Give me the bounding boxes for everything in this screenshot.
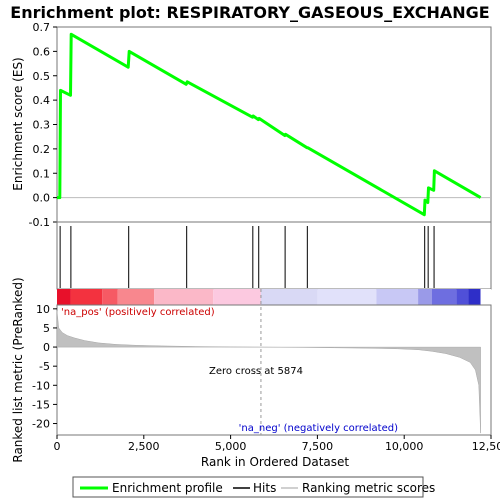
metric-y-tick-label: -20 [32, 418, 50, 431]
legend: Enrichment profile Hits Ranking metric s… [72, 476, 435, 498]
color-band-segment [213, 289, 261, 305]
color-band-segment [57, 289, 71, 305]
x-tick-label: 7,500 [302, 440, 334, 453]
color-band-segment [117, 289, 155, 305]
es-y-axis-label: Enrichment score (ES) [11, 57, 25, 190]
hit-lines [59, 226, 435, 288]
metric-panel: -20 -15 -10 -5 0 5 10 'na_pos' (positively cor… [11, 277, 492, 463]
legend-metric-label: Ranking metric scores [302, 481, 435, 495]
metric-y-tick-label: -10 [32, 379, 50, 392]
chart-title: Enrichment plot: RESPIRATORY_GASEOUS_EXC… [10, 3, 489, 22]
es-y-tick-label: 0.3 [33, 119, 51, 132]
color-band-segment [418, 289, 432, 305]
legend-frame [72, 476, 424, 498]
color-band-segment [102, 289, 118, 305]
x-axis-ticks: 0 2,500 5,000 7,500 10,000 12,500 [54, 435, 500, 453]
es-y-tick-label: 0.4 [33, 94, 51, 107]
color-band-segment [154, 289, 214, 305]
es-y-tick-label: 0.0 [33, 192, 51, 205]
metric-y-tick-label: -5 [39, 360, 50, 373]
hits-panel-frame [56, 221, 492, 290]
x-tick-label: 12,500 [472, 440, 500, 453]
color-band-segment [260, 289, 318, 305]
metric-y-tick-label: -15 [32, 398, 50, 411]
zero-cross-label: Zero cross at 5874 [209, 366, 303, 377]
metric-y-tick-label: 10 [36, 303, 50, 316]
metric-y-tick-label: 0 [43, 341, 50, 354]
es-y-ticks: -0.1 0.0 0.1 0.2 0.3 0.4 0.5 0.6 0.7 [29, 21, 57, 229]
color-band-segment [317, 289, 377, 305]
color-band-segment [468, 289, 481, 305]
metric-y-axis-label: Ranked list metric (PreRanked) [11, 277, 25, 462]
legend-hits-label: Hits [253, 481, 276, 495]
es-panel-frame [56, 26, 492, 223]
legend-enrichment-label: Enrichment profile [112, 481, 223, 495]
es-y-tick-label: -0.1 [29, 216, 50, 229]
color-band-segment [456, 289, 469, 305]
es-y-tick-label: 0.7 [33, 21, 51, 34]
color-band-segment [431, 289, 457, 305]
x-tick-label: 2,500 [128, 440, 160, 453]
metric-y-tick-label: 5 [43, 322, 50, 335]
pos-label: 'na_pos' (positively correlated) [61, 307, 215, 318]
metric-y-ticks: -20 -15 -10 -5 0 5 10 [32, 303, 57, 431]
enrichment-profile-line [57, 32, 482, 217]
metric-panel-frame [56, 304, 492, 436]
ranking-metric-area [56, 310, 481, 434]
x-tick-label: 0 [54, 440, 61, 453]
x-tick-label: 10,000 [385, 440, 424, 453]
es-y-tick-label: 0.1 [33, 167, 51, 180]
color-band-empty [480, 289, 491, 305]
neg-label: 'na_neg' (negatively correlated) [239, 423, 398, 434]
rank-color-band [57, 289, 491, 305]
es-panel: -0.1 0.0 0.1 0.2 0.3 0.4 0.5 0.6 0.7 Enrichment … [11, 21, 492, 229]
es-y-tick-label: 0.6 [33, 45, 51, 58]
color-band-segment [376, 289, 419, 305]
color-band-segment [70, 289, 103, 305]
hits-panel [56, 221, 492, 290]
es-y-tick-label: 0.5 [33, 70, 51, 83]
es-y-tick-label: 0.2 [33, 143, 51, 156]
x-axis-label: Rank in Ordered Dataset [201, 455, 349, 469]
x-tick-label: 5,000 [215, 440, 247, 453]
